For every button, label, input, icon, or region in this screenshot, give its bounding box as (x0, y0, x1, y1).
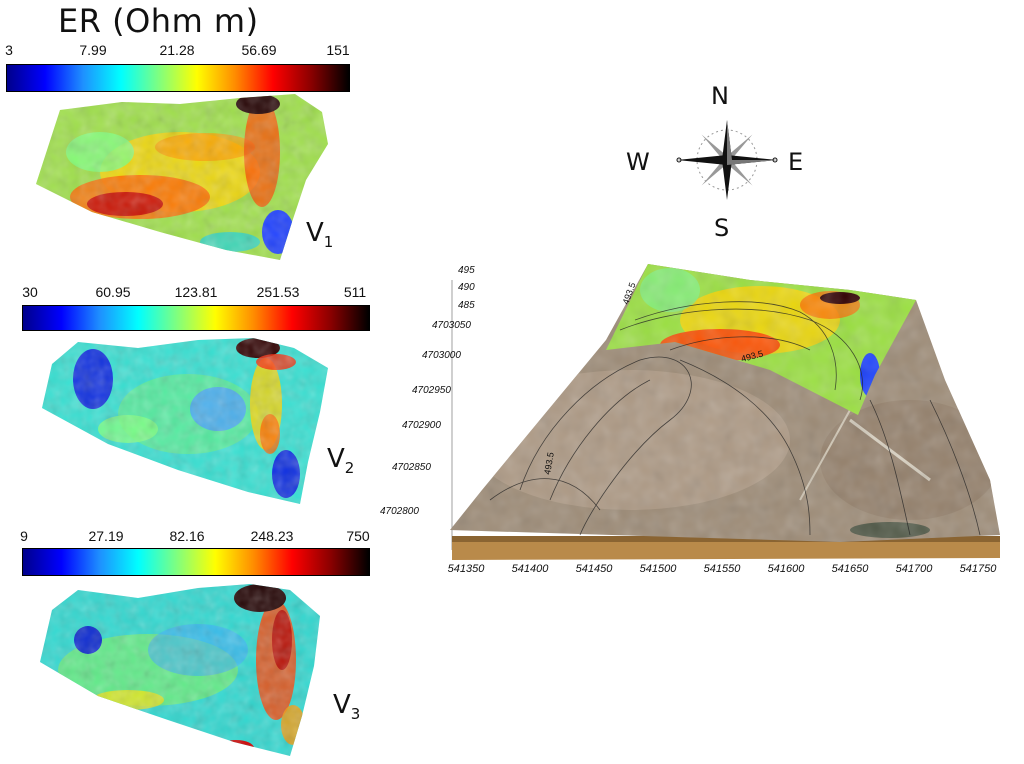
tick: 511 (343, 284, 367, 300)
compass-north-label: N (711, 82, 729, 110)
y-axis-ticks: 4703050 4703000 4702950 4702900 4702850 … (380, 320, 471, 517)
tick: 490 (458, 282, 475, 293)
tick: 541650 (832, 563, 870, 575)
panel-label-v1: V1 (306, 218, 334, 252)
tick: 251.53 (256, 284, 300, 300)
tick: 30 (22, 284, 38, 300)
colorbar-v3 (22, 548, 370, 576)
tick: 60.95 (95, 284, 131, 300)
tick: 541750 (960, 563, 998, 575)
tick: 4703050 (432, 320, 471, 331)
tick: 541450 (576, 563, 614, 575)
panel-label-v3: V3 (333, 690, 361, 724)
tick: 27.19 (88, 528, 124, 544)
tick: 4702850 (392, 462, 431, 473)
resistivity-map-v2 (42, 338, 328, 504)
resistivity-map-v1 (36, 94, 328, 260)
tick: 3 (5, 42, 13, 58)
contour-lines (489, 301, 981, 536)
z-axis-ticks: 495 490 485 (458, 265, 475, 311)
tick: 21.28 (159, 42, 195, 58)
tick: 4703000 (422, 350, 461, 361)
tick: 541700 (896, 563, 934, 575)
compass-rose-icon (676, 120, 778, 200)
tick: 4702950 (412, 385, 451, 396)
tick: 56.69 (241, 42, 277, 58)
tick: 495 (458, 265, 475, 276)
colorbar-v2 (22, 305, 370, 331)
terrain-block-3d: 495 490 485 4703050 4703000 4702950 4702… (380, 264, 1000, 575)
compass-east-label: E (788, 148, 804, 176)
tick: 541600 (768, 563, 806, 575)
colorbar-ticks-v3: 9 27.19 82.16 248.23 750 (0, 528, 380, 546)
colorbar-ticks-v1: 3 7.99 21.28 56.69 151 (0, 42, 360, 60)
tick: 541350 (448, 563, 486, 575)
tick: 248.23 (250, 528, 294, 544)
x-axis-ticks: 541350 541400 541450 541500 541550 54160… (448, 563, 998, 575)
tick: 151 (326, 42, 350, 58)
tick: 485 (458, 300, 475, 311)
contour-label: 493.5 (542, 451, 556, 475)
compass-south-label: S (714, 214, 730, 242)
tick: 123.81 (174, 284, 218, 300)
compass-west-label: W (626, 148, 650, 176)
colorbar-v1 (6, 64, 350, 92)
tick: 750 (346, 528, 370, 544)
tick: 82.16 (169, 528, 205, 544)
tick: 541400 (512, 563, 550, 575)
tick: 7.99 (79, 42, 107, 58)
tick: 541500 (640, 563, 678, 575)
legend-title: ER (Ohm m) (58, 2, 259, 40)
colorbar-ticks-v2: 30 60.95 123.81 251.53 511 (0, 284, 380, 302)
tick: 541550 (704, 563, 742, 575)
resistivity-map-v3 (40, 584, 320, 756)
tick: 4702900 (402, 420, 441, 431)
tick: 9 (20, 528, 28, 544)
panel-label-v2: V2 (327, 444, 355, 478)
tick: 4702800 (380, 506, 419, 517)
